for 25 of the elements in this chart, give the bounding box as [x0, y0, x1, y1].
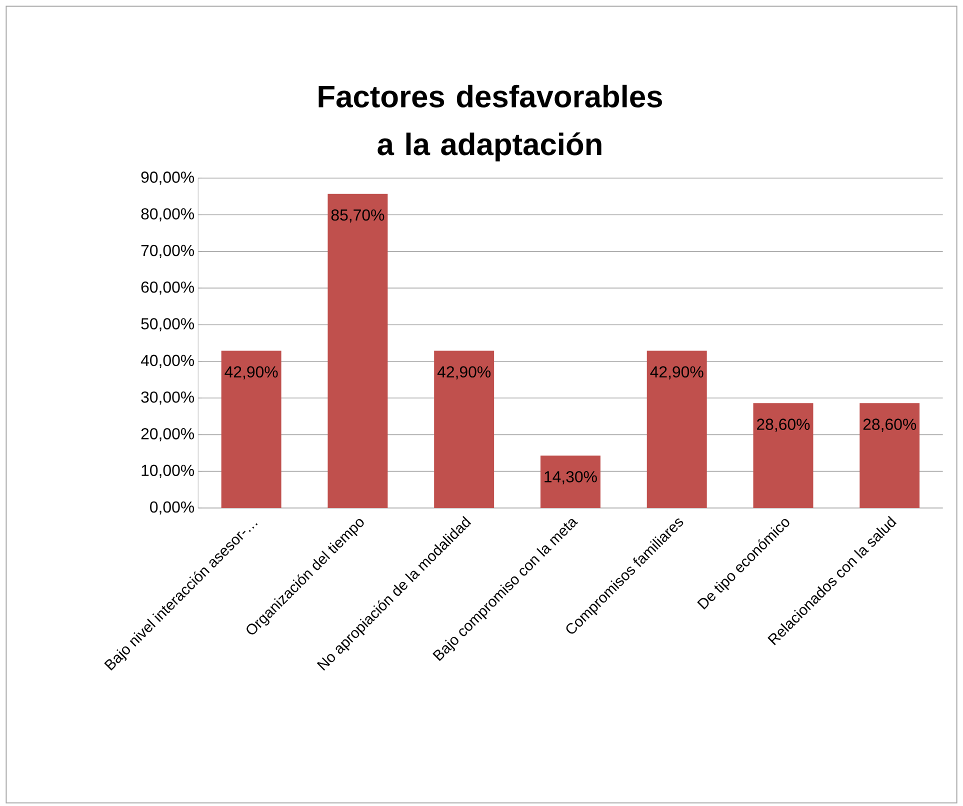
bar	[646, 350, 707, 508]
bar	[860, 403, 920, 508]
y-tick-label: 90,00%	[141, 172, 194, 185]
y-tick-label: 50,00%	[141, 318, 194, 332]
y-tick-label: 0,00%	[150, 501, 194, 515]
chart-title: Factores desfavorables a la adaptación	[318, 84, 662, 162]
data-label: 42,90%	[650, 366, 704, 380]
data-label: 14,30%	[544, 471, 597, 484]
bar	[221, 350, 282, 508]
y-tick-label: 10,00%	[142, 464, 194, 478]
bar	[540, 456, 600, 508]
bar	[328, 194, 388, 508]
bar	[753, 403, 814, 508]
y-tick-label: 40,00%	[140, 354, 194, 368]
data-label: 28,60%	[863, 418, 916, 432]
y-tick-label: 60,00%	[141, 281, 194, 295]
data-label: 28,60%	[757, 418, 810, 432]
y-tick-label: 80,00%	[141, 208, 194, 222]
data-label: 42,90%	[437, 366, 491, 380]
y-tick-label: 70,00%	[141, 244, 194, 258]
y-tick-label: 20,00%	[141, 428, 194, 442]
bar	[434, 350, 494, 508]
data-label: 42,90%	[224, 366, 278, 380]
y-tick-label: 30,00%	[141, 391, 194, 405]
data-label: 85,70%	[331, 209, 384, 223]
